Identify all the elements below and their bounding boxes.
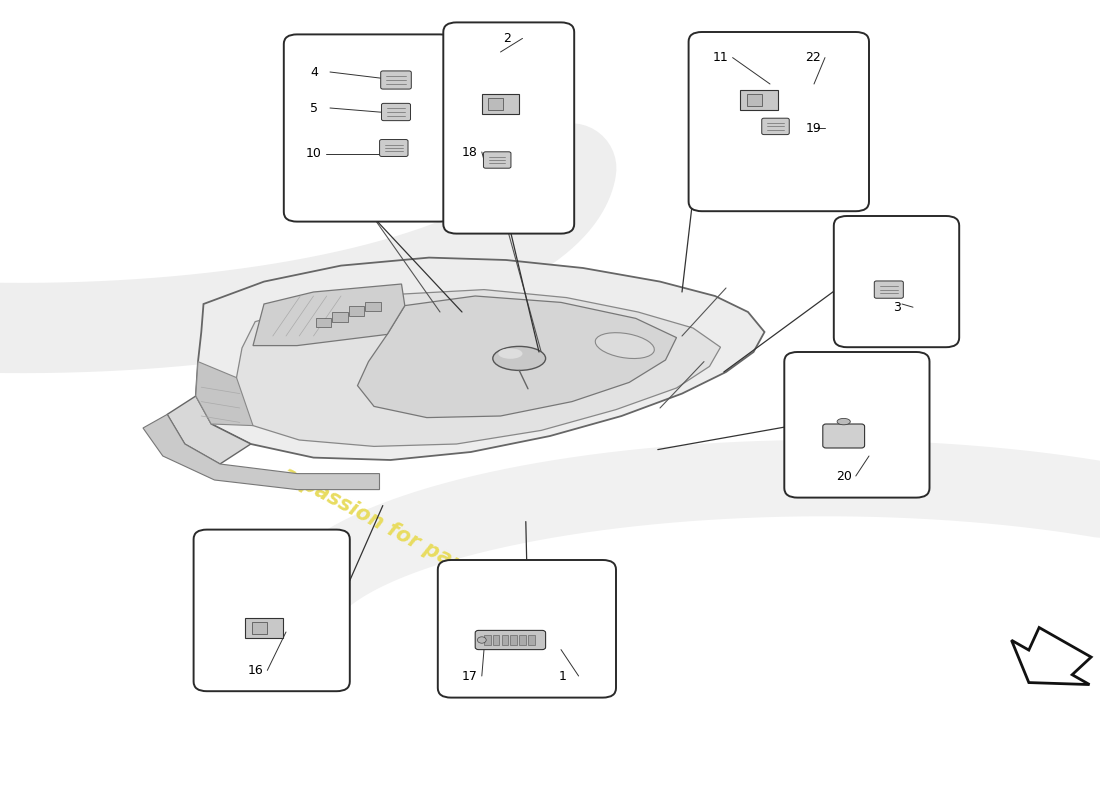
Text: 22: 22 [805, 51, 821, 64]
Circle shape [477, 637, 486, 643]
Bar [519, 635, 526, 645]
Text: 4: 4 [310, 66, 318, 78]
Polygon shape [233, 290, 720, 446]
Bar [252, 622, 266, 634]
FancyBboxPatch shape [475, 630, 546, 650]
Bar [332, 312, 348, 322]
Text: 3: 3 [893, 301, 901, 314]
Bar [488, 98, 504, 110]
FancyBboxPatch shape [284, 34, 453, 222]
Text: 1: 1 [559, 670, 566, 682]
Text: a passion for parts since 1985: a passion for parts since 1985 [278, 464, 602, 648]
FancyBboxPatch shape [689, 32, 869, 211]
Bar [365, 302, 381, 311]
FancyBboxPatch shape [834, 216, 959, 347]
FancyBboxPatch shape [245, 618, 283, 638]
FancyBboxPatch shape [381, 71, 411, 89]
FancyBboxPatch shape [874, 281, 903, 298]
Bar [493, 635, 499, 645]
Bar [747, 94, 761, 106]
Polygon shape [253, 284, 405, 346]
FancyBboxPatch shape [382, 103, 410, 121]
FancyBboxPatch shape [740, 90, 778, 110]
FancyBboxPatch shape [482, 94, 519, 114]
Text: 2: 2 [503, 32, 510, 45]
FancyBboxPatch shape [379, 139, 408, 157]
Ellipse shape [493, 346, 546, 370]
Polygon shape [196, 362, 253, 426]
Text: 17: 17 [462, 670, 477, 682]
Bar [316, 318, 331, 327]
Polygon shape [196, 258, 764, 460]
Bar [502, 635, 508, 645]
Bar [510, 635, 517, 645]
FancyBboxPatch shape [438, 560, 616, 698]
Bar [484, 635, 491, 645]
Ellipse shape [498, 349, 522, 358]
FancyBboxPatch shape [823, 424, 865, 448]
Bar [349, 306, 364, 316]
FancyBboxPatch shape [761, 118, 790, 134]
Bar [528, 635, 535, 645]
Text: 16: 16 [248, 664, 263, 677]
FancyBboxPatch shape [784, 352, 930, 498]
Text: 20: 20 [836, 470, 851, 482]
FancyBboxPatch shape [484, 152, 510, 168]
Ellipse shape [837, 418, 850, 425]
Text: 5: 5 [310, 102, 318, 114]
Polygon shape [1012, 627, 1091, 685]
Ellipse shape [595, 333, 654, 358]
FancyBboxPatch shape [194, 530, 350, 691]
Polygon shape [143, 414, 380, 490]
Text: 11: 11 [713, 51, 728, 64]
Text: 18: 18 [462, 146, 477, 158]
Polygon shape [358, 296, 676, 418]
Text: 19: 19 [805, 122, 821, 134]
FancyBboxPatch shape [443, 22, 574, 234]
Polygon shape [167, 396, 251, 464]
Text: 10: 10 [306, 147, 321, 160]
